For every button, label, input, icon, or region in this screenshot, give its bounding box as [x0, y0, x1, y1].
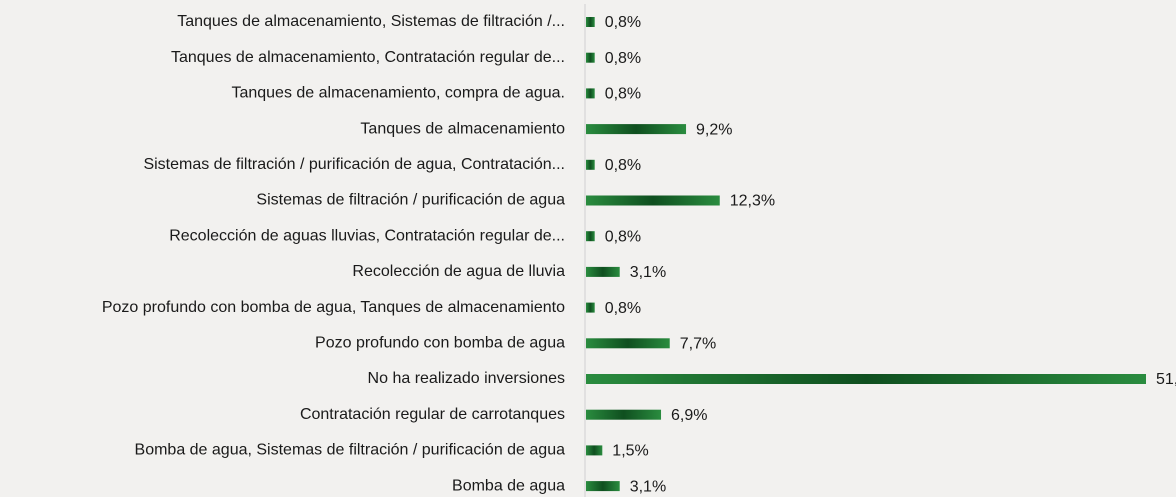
category-label: Bomba de agua, Sistemas de filtración / … — [135, 442, 566, 459]
bar — [586, 231, 595, 242]
bar — [586, 481, 620, 492]
bar — [586, 302, 595, 313]
bar — [586, 195, 720, 206]
value-label: 0,8% — [605, 300, 641, 317]
value-label: 6,9% — [671, 407, 707, 424]
value-label: 0,8% — [605, 157, 641, 174]
bar — [586, 124, 687, 135]
category-label: Bomba de agua — [452, 477, 565, 494]
category-label: Sistemas de filtración / purificación de… — [143, 156, 565, 173]
value-label: 3,1% — [630, 478, 666, 495]
bar — [586, 266, 620, 277]
value-label: 9,2% — [696, 121, 732, 138]
bar — [586, 159, 595, 170]
value-label: 12,3% — [730, 193, 775, 210]
value-label: 0,8% — [605, 50, 641, 67]
value-label: 51,5% — [1156, 371, 1176, 388]
value-label: 1,5% — [612, 443, 648, 460]
bar — [586, 88, 595, 99]
category-label: Tanques de almacenamiento, Sistemas de f… — [177, 13, 565, 30]
category-label: Contratación regular de carrotanques — [300, 406, 565, 423]
category-label: Sistemas de filtración / purificación de… — [256, 192, 565, 209]
bar — [586, 17, 595, 27]
category-label: Pozo profundo con bomba de agua, Tanques… — [102, 299, 565, 316]
bar — [586, 409, 662, 420]
bar — [586, 52, 595, 63]
value-label: 3,1% — [630, 264, 666, 281]
category-label: No ha realizado inversiones — [368, 370, 565, 387]
category-label: Recolección de agua de lluvia — [352, 263, 565, 280]
category-label: Pozo profundo con bomba de agua — [315, 335, 565, 352]
category-label: Tanques de almacenamiento, Contratación … — [171, 49, 565, 66]
value-label: 0,8% — [605, 228, 641, 245]
value-label: 0,8% — [605, 14, 641, 31]
category-label: Tanques de almacenamiento — [360, 120, 565, 137]
bar — [586, 445, 603, 456]
value-label: 0,8% — [605, 86, 641, 103]
bar — [586, 338, 670, 349]
category-label: Tanques de almacenamiento, compra de agu… — [231, 85, 565, 102]
value-label: 7,7% — [680, 336, 716, 353]
category-label: Recolección de aguas lluvias, Contrataci… — [169, 227, 565, 244]
bar — [586, 374, 1146, 384]
